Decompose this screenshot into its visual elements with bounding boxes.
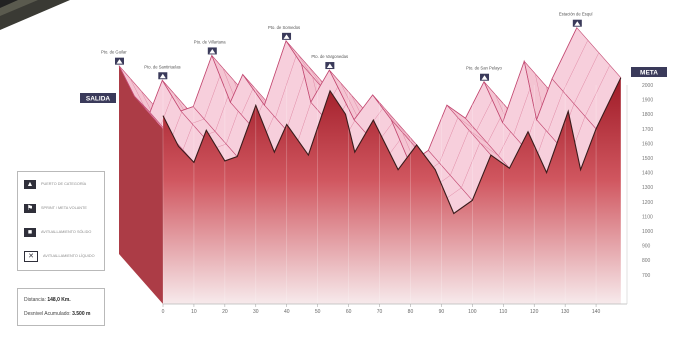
x-tick-label: 120 xyxy=(530,309,539,315)
finish-badge: META xyxy=(640,70,658,77)
profile-surface-stripe xyxy=(573,52,600,104)
mountain-icon xyxy=(481,75,488,80)
legend-label: PUERTO DE CATEGORÍA xyxy=(41,181,87,186)
legend-item-avituallamiento: ■ AVITUALLAMIENTO SÓLIDO xyxy=(18,220,104,244)
profile-surface-stripe xyxy=(562,40,589,92)
flag-icon: ⚑ xyxy=(24,203,36,213)
legend-item-puerto: ▲ PUERTO DE CATEGORÍA xyxy=(18,172,104,196)
y-tick-label: 1100 xyxy=(642,214,653,220)
profile-surface-stripe xyxy=(275,53,298,118)
y-tick-label: 1800 xyxy=(642,112,653,118)
y-tick-label: 1500 xyxy=(642,156,653,162)
profile-surface-stripe xyxy=(584,65,611,117)
y-tick-label: 1000 xyxy=(642,229,653,235)
x-tick-label: 0 xyxy=(162,309,165,315)
profile-surface-stripe xyxy=(468,129,488,144)
profile-surface-stripe xyxy=(457,117,477,131)
mountain-icon: ▲ xyxy=(24,179,36,189)
climb-label: Pto. de Santiriuelas xyxy=(144,64,180,69)
profile-front-area xyxy=(163,77,621,304)
climb-label: Pto. de Somedos xyxy=(268,25,300,30)
distance-value: 148,0 Km. xyxy=(47,297,71,303)
profile-surface-stripe xyxy=(439,117,459,163)
food-bag-icon: ■ xyxy=(24,227,36,237)
profile-surface-stripe xyxy=(191,118,205,124)
x-tick-label: 40 xyxy=(284,309,290,315)
climb-label: Estación de Esquí xyxy=(559,12,594,17)
x-tick-label: 90 xyxy=(439,309,445,315)
climb-label: Pto. de Villartana xyxy=(194,39,226,44)
distance-row: Distancia: 148,0 Km. xyxy=(24,293,98,307)
profile-surface-stripe xyxy=(160,92,174,125)
x-tick-label: 80 xyxy=(408,309,414,315)
climb-label: Pto. de Vargonedas xyxy=(311,54,348,59)
x-tick-label: 50 xyxy=(315,309,321,315)
mountain-icon xyxy=(116,59,123,64)
start-badge-box xyxy=(80,93,116,103)
y-tick-label: 2000 xyxy=(642,83,653,89)
profile-surface-stripe xyxy=(476,94,496,131)
climb-label: Pto. de Guilar xyxy=(101,50,127,55)
profile-surface-stripe xyxy=(129,78,146,109)
profile-line xyxy=(162,77,622,215)
x-tick-label: 130 xyxy=(561,309,570,315)
mountain-icon xyxy=(159,73,166,79)
x-tick-label: 70 xyxy=(377,309,383,315)
x-tick-label: 140 xyxy=(592,309,601,315)
legend-label: SPRINT / META VOLANTE xyxy=(41,205,87,210)
climb-row: Desnivel Acumulado: 3.500 m xyxy=(24,307,98,321)
y-tick-label: 700 xyxy=(642,273,651,279)
mountain-icon xyxy=(326,63,333,69)
y-tick-label: 1700 xyxy=(642,127,653,133)
x-tick-label: 100 xyxy=(468,309,477,315)
x-tick-label: 30 xyxy=(253,309,259,315)
x-tick-label: 20 xyxy=(222,309,228,315)
y-tick-label: 800 xyxy=(642,258,651,264)
y-tick-label: 1200 xyxy=(642,200,653,206)
cross-icon: ✕ xyxy=(24,250,38,262)
legend-label: AVITUALLAMIENTO SÓLIDO xyxy=(41,229,92,234)
y-tick-label: 1900 xyxy=(642,98,653,104)
decorative-corner-image xyxy=(0,0,90,40)
y-tick-label: 900 xyxy=(642,244,651,250)
x-tick-label: 60 xyxy=(346,309,352,315)
profile-side-wall xyxy=(119,65,163,304)
profile-surface-stripe xyxy=(547,91,564,133)
profile-surface-stripe xyxy=(204,67,224,120)
climb-label: Desnivel Acumulado: xyxy=(24,311,71,317)
mountain-icon xyxy=(574,21,581,26)
legend-item-meta: ⚑ SPRINT / META VOLANTE xyxy=(18,196,104,220)
profile-surface-stripe xyxy=(383,107,403,133)
climb-value: 3.500 m xyxy=(72,311,91,317)
profile-surface-stripe xyxy=(479,142,499,156)
distance-label: Distancia: xyxy=(24,297,46,303)
profile-surface-stripe xyxy=(394,119,414,145)
y-tick-label: 1400 xyxy=(642,171,653,177)
profile-back-ridge xyxy=(118,27,578,165)
profile-surface-stripe xyxy=(450,129,470,176)
legend-label: AVITUALLAMIENTO LÍQUIDO xyxy=(43,253,95,258)
finish-badge-box xyxy=(631,67,667,77)
x-tick-label: 10 xyxy=(191,309,197,315)
climb-label: Pto. de San Pelayo xyxy=(466,66,503,71)
mountain-icon xyxy=(283,34,290,39)
profile-surface-stripe xyxy=(461,142,481,188)
start-badge: SALIDA xyxy=(86,96,111,103)
mountain-icon xyxy=(209,48,216,54)
route-stats: Distancia: 148,0 Km. Desnivel Acumulado:… xyxy=(17,288,105,326)
profile-surface-stripe xyxy=(296,53,313,77)
legend-item-liquido: ✕ AVITUALLAMIENTO LÍQUIDO xyxy=(18,244,104,268)
x-tick-label: 110 xyxy=(499,309,507,315)
y-tick-label: 1300 xyxy=(642,185,653,191)
y-tick-label: 1600 xyxy=(642,141,653,147)
legend: ▲ PUERTO DE CATEGORÍA ⚑ SPRINT / META VO… xyxy=(17,171,105,271)
profile-surface-stripe xyxy=(241,86,254,115)
